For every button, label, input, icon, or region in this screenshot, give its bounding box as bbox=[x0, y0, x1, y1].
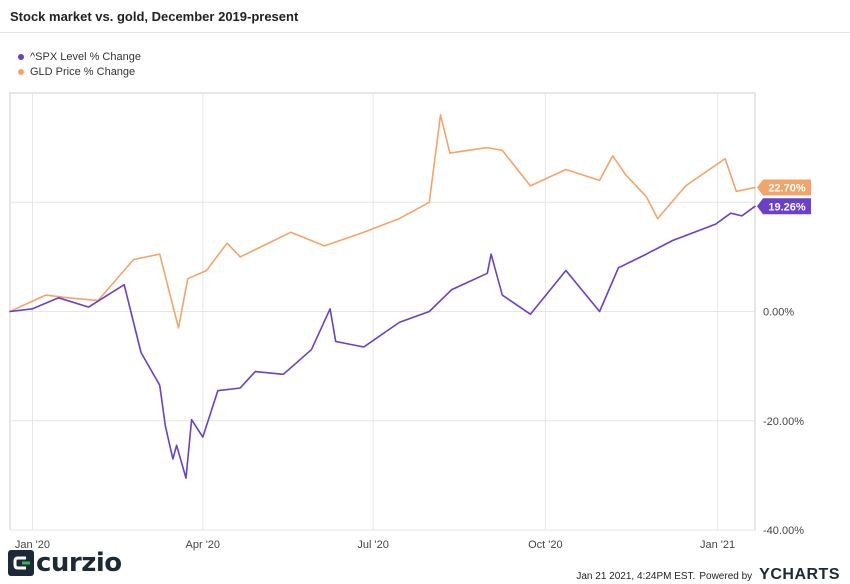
end-label-text: 22.70% bbox=[768, 183, 806, 195]
legend-item-gld[interactable]: GLD Price % Change bbox=[18, 64, 141, 79]
curzio-logo-icon bbox=[8, 550, 34, 576]
legend-label-gld: GLD Price % Change bbox=[30, 65, 136, 78]
end-label-spx: 19.26% bbox=[757, 198, 811, 215]
end-label-text: 19.26% bbox=[768, 201, 806, 213]
brand-name: curzio bbox=[36, 548, 122, 578]
timestamp: Jan 21 2021, 4:24PM EST. bbox=[576, 571, 696, 582]
series-line-spx bbox=[9, 205, 756, 479]
footer-credits: Jan 21 2021, 4:24PM EST. Powered by YCHA… bbox=[576, 566, 840, 584]
x-tick-label: Oct '20 bbox=[528, 539, 563, 551]
powered-by-text: Powered by bbox=[699, 571, 753, 582]
end-label-badge bbox=[757, 179, 811, 196]
end-label-badge bbox=[757, 198, 811, 215]
legend: ^SPX Level % Change GLD Price % Change bbox=[18, 49, 141, 79]
x-tick-label: Jan '21 bbox=[700, 539, 735, 551]
legend-item-spx[interactable]: ^SPX Level % Change bbox=[18, 49, 141, 64]
legend-marker-spx bbox=[18, 53, 24, 60]
legend-marker-gld bbox=[18, 68, 24, 75]
y-tick-label: -20.00% bbox=[763, 416, 804, 428]
end-label-gld: 22.70% bbox=[757, 179, 811, 196]
ycharts-logo[interactable]: YCHARTS bbox=[759, 566, 840, 583]
x-tick-label: Jul '20 bbox=[357, 539, 388, 551]
x-tick-label: Apr '20 bbox=[186, 539, 221, 551]
chart-title: Stock market vs. gold, December 2019-pre… bbox=[10, 9, 299, 24]
legend-label-spx: ^SPX Level % Change bbox=[30, 50, 141, 63]
y-tick-label: -40.00% bbox=[763, 525, 804, 537]
series-line-gld bbox=[9, 114, 756, 329]
x-tick-label: Jan '20 bbox=[15, 539, 50, 551]
brand-logo: curzio bbox=[8, 548, 122, 578]
y-tick-label: 0.00% bbox=[763, 307, 794, 319]
